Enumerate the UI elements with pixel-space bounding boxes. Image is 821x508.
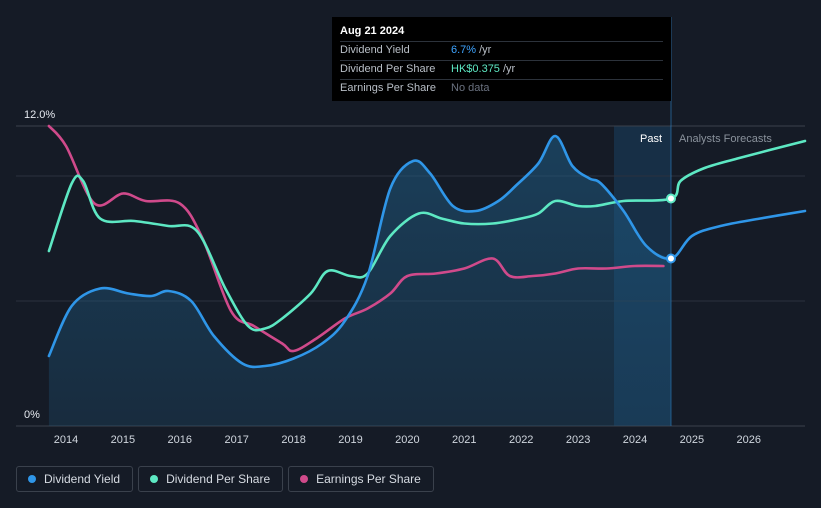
series-layer xyxy=(47,124,807,427)
dividend-yield-marker xyxy=(666,253,676,264)
x-tick-label: 2017 xyxy=(224,434,248,446)
legend-dot-icon xyxy=(28,475,36,483)
tooltip-label: Earnings Per Share xyxy=(340,82,436,94)
forecast-region-label: Analysts Forecasts xyxy=(679,133,772,145)
legend-label: Earnings Per Share xyxy=(316,472,421,486)
dividend-yield-area xyxy=(48,135,672,427)
tooltip-label: Dividend Per Share xyxy=(340,63,436,75)
y-label-top: 12.0% xyxy=(24,109,55,121)
x-tick-label: 2024 xyxy=(623,434,647,446)
tooltip-row-dividend-yield: Dividend Yield 6.7% /yr xyxy=(340,41,663,60)
y-label-bottom: 0% xyxy=(24,409,40,421)
x-axis-ticks: 2014 2015 2016 2017 2018 2019 2020 2021 2022 2023… xyxy=(54,434,761,446)
x-tick-label: 2026 xyxy=(737,434,761,446)
tooltip-value: 6.7% xyxy=(451,44,477,56)
tooltip-row-dividend-per-share: Dividend Per Share HK$0.375 /yr xyxy=(340,60,663,79)
tooltip-row-earnings-per-share: Earnings Per Share No data xyxy=(340,79,663,98)
x-tick-label: 2025 xyxy=(680,434,704,446)
tooltip-unit: /yr xyxy=(502,63,516,75)
tooltip-unit: /yr xyxy=(479,44,492,56)
legend-dot-icon xyxy=(150,475,159,483)
legend-item-dividend-yield[interactable]: Dividend Yield xyxy=(16,466,134,492)
past-region-label: Past xyxy=(640,133,662,145)
dividend-per-share-marker xyxy=(666,193,676,204)
dividend-yield-line xyxy=(47,134,807,369)
hover-tooltip: Aug 21 2024 Dividend Yield 6.7% /yr Divi… xyxy=(332,17,671,101)
x-tick-label: 2019 xyxy=(338,434,362,446)
tooltip-date: Aug 21 2024 xyxy=(340,25,405,37)
x-tick-label: 2014 xyxy=(54,434,78,446)
x-tick-label: 2018 xyxy=(281,434,305,446)
chart-legend: Dividend Yield Dividend Per Share Earnin… xyxy=(16,466,434,494)
tooltip-value: HK$0.375 xyxy=(451,63,500,75)
legend-item-earnings-per-share[interactable]: Earnings Per Share xyxy=(288,466,434,492)
legend-dot-icon xyxy=(300,475,309,483)
x-tick-label: 2022 xyxy=(509,434,533,446)
x-tick-label: 2015 xyxy=(111,434,135,446)
legend-label: Dividend Per Share xyxy=(166,472,271,486)
x-tick-label: 2020 xyxy=(395,434,419,446)
x-tick-label: 2021 xyxy=(452,434,476,446)
earnings-per-share-line xyxy=(47,124,665,353)
dividend-per-share-line xyxy=(47,139,807,332)
tooltip-label: Dividend Yield xyxy=(340,44,410,56)
legend-item-dividend-per-share[interactable]: Dividend Per Share xyxy=(138,466,284,492)
x-tick-label: 2023 xyxy=(566,434,590,446)
tooltip-value: No data xyxy=(451,82,490,94)
legend-label: Dividend Yield xyxy=(44,472,121,486)
x-tick-label: 2016 xyxy=(168,434,192,446)
